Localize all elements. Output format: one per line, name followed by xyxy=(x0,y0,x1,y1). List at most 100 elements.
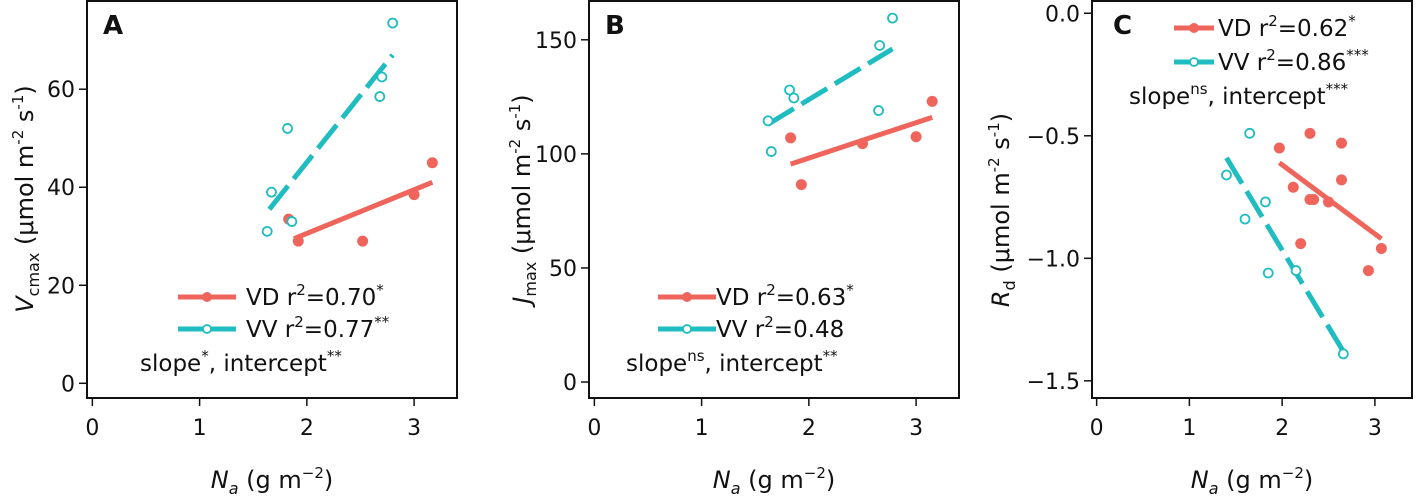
data-point-vv xyxy=(784,84,795,96)
legend-label-vd: VD r2=0.62* xyxy=(1218,12,1356,42)
panel-c: C 0 1 2 3 0.0 −0.5 −1.0 −1.5 VD r2=0.62* VV r2=… xyxy=(985,0,1413,498)
data-point-vd xyxy=(408,189,420,201)
data-point-vv xyxy=(1262,267,1274,279)
fit-lines xyxy=(1224,156,1383,353)
fit-lines xyxy=(766,46,933,167)
data-point-vd xyxy=(1336,174,1348,186)
data-point-vv xyxy=(374,91,386,102)
legend-marker-vv xyxy=(1189,57,1199,67)
significance-note: slopens, intercept*** xyxy=(1129,80,1349,110)
data-point-vd xyxy=(910,131,922,143)
x-tick-label: 0 xyxy=(587,416,601,441)
x-tick-label: 0 xyxy=(1090,416,1104,441)
data-point-vd xyxy=(292,235,304,247)
fit-line-vv xyxy=(267,53,395,211)
data-point-vv xyxy=(788,92,800,104)
y-tick-label: −0.5 xyxy=(1027,125,1080,150)
data-point-vd xyxy=(1323,196,1335,208)
data-point-vd xyxy=(1273,142,1285,154)
legend-marker-vv xyxy=(682,324,692,334)
tick-group: 0 1 2 3 0 20 40 60 xyxy=(47,78,421,441)
x-tick-label: 3 xyxy=(1368,416,1382,441)
legend-marker-vv xyxy=(202,324,212,334)
legend-label-vv: VV r2=0.86*** xyxy=(1218,46,1369,76)
x-tick-label: 3 xyxy=(407,416,421,441)
y-tick-label: 20 xyxy=(47,274,75,299)
significance-note: slope*, intercept** xyxy=(140,347,342,377)
panel-letter: B xyxy=(605,11,625,41)
x-tick-label: 1 xyxy=(695,416,709,441)
x-tick-label: 0 xyxy=(85,416,99,441)
panel-letter: A xyxy=(103,11,123,41)
data-points xyxy=(762,12,938,191)
data-point-vv xyxy=(1260,196,1271,208)
fit-line-vv xyxy=(1224,156,1346,353)
panel-a: A 0 1 2 3 0 20 40 60 VD r2=0.70* VV r2=0.77** s… xyxy=(9,0,458,498)
data-points xyxy=(261,17,438,247)
x-axis-label: Na (g m−2) xyxy=(1191,464,1314,494)
data-point-vv xyxy=(887,12,898,24)
legend-label-vd: VD r2=0.70* xyxy=(246,281,384,311)
data-point-vd xyxy=(426,157,438,169)
y-tick-label: 0 xyxy=(61,372,75,397)
legend-marker-vd xyxy=(202,292,212,302)
y-tick-label: 60 xyxy=(47,78,75,103)
y-tick-label: −1.0 xyxy=(1027,247,1080,272)
x-tick-label: 2 xyxy=(802,416,816,441)
fit-line-vv xyxy=(766,46,894,127)
data-point-vv xyxy=(1290,265,1302,276)
panel-b: B 0 1 2 3 0 50 100 150 VD r2=0.63* VV r2=0.48 s… xyxy=(506,0,960,498)
plot-frame xyxy=(588,0,960,399)
data-point-vd xyxy=(1287,181,1299,193)
y-axis-label: Jmax (μmol m-2 s-1) xyxy=(506,94,540,307)
y-axis-label: Rd (μmol m-2 s-1) xyxy=(985,113,1019,307)
legend-marker-vd xyxy=(1189,23,1199,33)
y-tick-label: 100 xyxy=(535,143,577,168)
data-point-vd xyxy=(1295,238,1307,250)
legend-marker-vd xyxy=(682,292,692,302)
data-point-vv xyxy=(266,186,277,198)
data-point-vd xyxy=(1304,127,1316,139)
data-point-vv xyxy=(874,40,886,51)
panel-letter: C xyxy=(1113,11,1132,41)
x-tick-label: 1 xyxy=(193,416,207,441)
tick-group: 0 1 2 3 0.0 −0.5 −1.0 −1.5 xyxy=(1027,2,1382,441)
fit-lines xyxy=(267,53,434,242)
data-point-vd xyxy=(1375,243,1387,255)
y-tick-label: 0 xyxy=(563,371,577,396)
fit-line-vd xyxy=(293,180,434,242)
x-tick-label: 3 xyxy=(909,416,923,441)
data-point-vd xyxy=(785,132,797,144)
y-tick-label: −1.5 xyxy=(1027,370,1080,395)
y-tick-label: 40 xyxy=(47,176,75,201)
data-point-vv xyxy=(387,17,399,29)
y-axis-label: Vcmax (μmol m-2 s-1) xyxy=(9,85,43,313)
data-point-vv xyxy=(261,225,273,237)
legend-label-vv: VV r2=0.48 xyxy=(716,313,844,343)
data-point-vv xyxy=(1221,169,1232,181)
data-point-vv xyxy=(286,216,298,227)
legend-label-vv: VV r2=0.77** xyxy=(246,313,390,343)
data-point-vv xyxy=(282,123,293,134)
x-tick-label: 2 xyxy=(1275,416,1289,441)
data-point-vd xyxy=(1336,137,1348,149)
data-point-vd xyxy=(926,95,938,107)
data-point-vd xyxy=(1308,194,1320,205)
data-point-vv xyxy=(376,71,388,83)
tick-group: 0 1 2 3 0 50 100 150 xyxy=(535,29,923,441)
y-tick-label: 150 xyxy=(535,29,577,54)
data-point-vv xyxy=(873,105,884,116)
significance-note: slopens, intercept** xyxy=(626,347,838,377)
y-tick-label: 0.0 xyxy=(1045,2,1080,27)
x-axis-label: Na (g m−2) xyxy=(713,464,836,494)
data-point-vv xyxy=(1244,127,1256,139)
data-point-vv xyxy=(1337,348,1349,360)
data-point-vv xyxy=(762,115,774,127)
legend-label-vd: VD r2=0.63* xyxy=(716,281,854,311)
data-points xyxy=(1221,127,1387,360)
plot-frame xyxy=(86,0,458,399)
data-point-vd xyxy=(1362,265,1374,277)
y-tick-label: 50 xyxy=(549,257,577,282)
